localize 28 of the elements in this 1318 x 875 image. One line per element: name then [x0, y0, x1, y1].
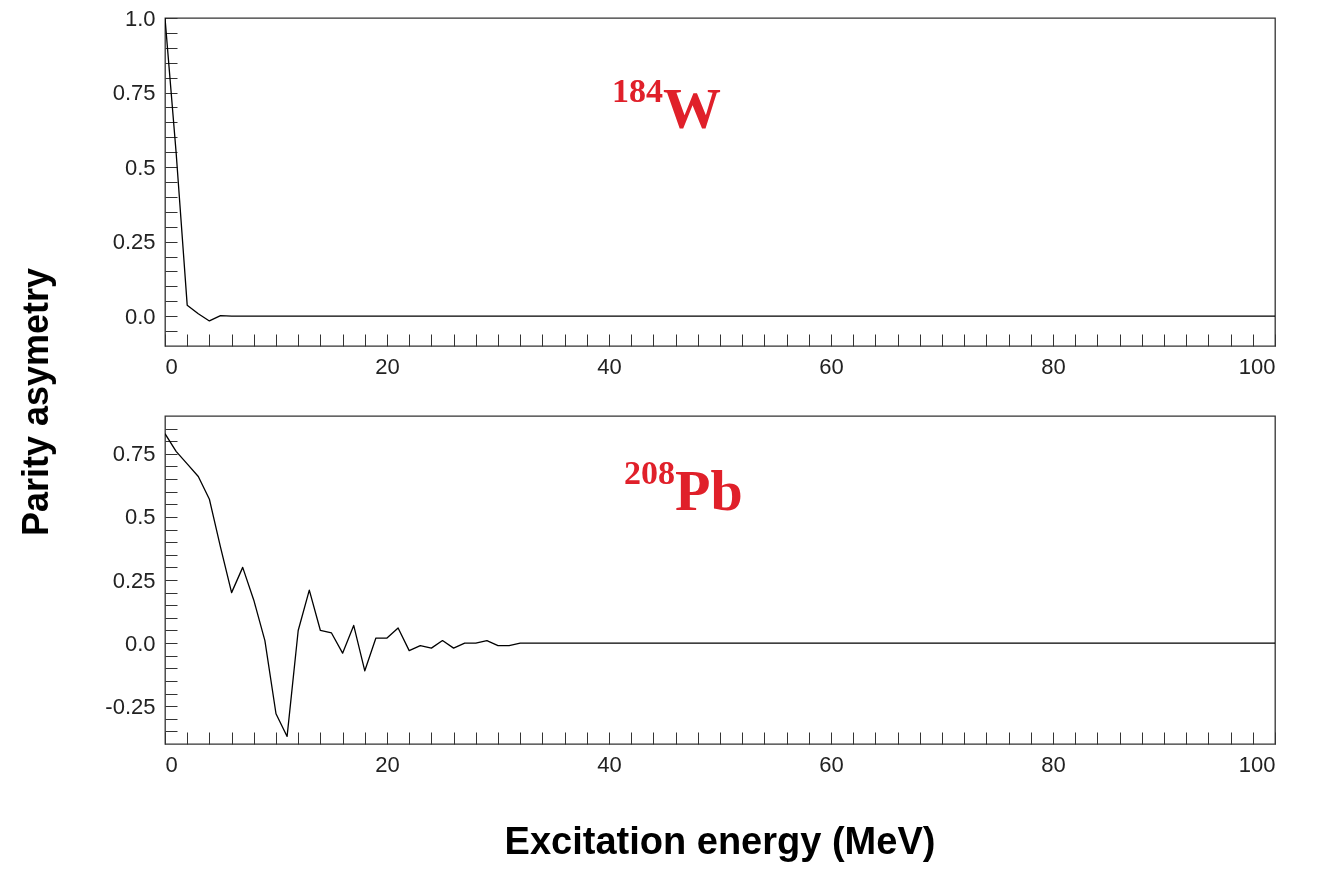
x-tick-label: 40	[597, 353, 622, 379]
y-tick-label: 0.25	[112, 567, 156, 593]
y-tick-label: -0.25	[105, 693, 156, 719]
annotation: $^{208}$Pb	[624, 454, 743, 523]
x-tick-label: 80	[1041, 353, 1066, 379]
y-tick-label: 0.75	[112, 441, 156, 467]
x-tick-label: 60	[819, 353, 844, 379]
x-tick-label: 100	[1238, 353, 1276, 379]
x-tick-label: 20	[375, 353, 400, 379]
y-tick-label: 0.0	[124, 303, 156, 329]
x-tick-label: 0	[165, 751, 178, 777]
x-tick-label: 20	[375, 751, 400, 777]
line-series	[165, 433, 1275, 738]
line-series	[165, 18, 1275, 322]
y-tick-label: 0.5	[124, 154, 156, 180]
x-axis-title: Excitation energy (MeV)	[504, 820, 936, 863]
y-tick-label: 0.75	[112, 80, 156, 106]
y-tick-label: 0.0	[124, 630, 156, 656]
annotation: $^{184}$W	[612, 72, 721, 141]
y-tick-label: 0.5	[124, 504, 156, 530]
x-tick-label: 40	[597, 751, 622, 777]
x-tick-label: 100	[1238, 751, 1276, 777]
y-axis-title: Parity asymetry	[15, 267, 57, 537]
x-tick-label: 80	[1041, 751, 1066, 777]
y-tick-label: 0.25	[112, 229, 156, 255]
x-tick-label: 0	[165, 353, 178, 379]
x-tick-label: 60	[819, 751, 844, 777]
y-tick-label: 1.0	[124, 5, 156, 31]
